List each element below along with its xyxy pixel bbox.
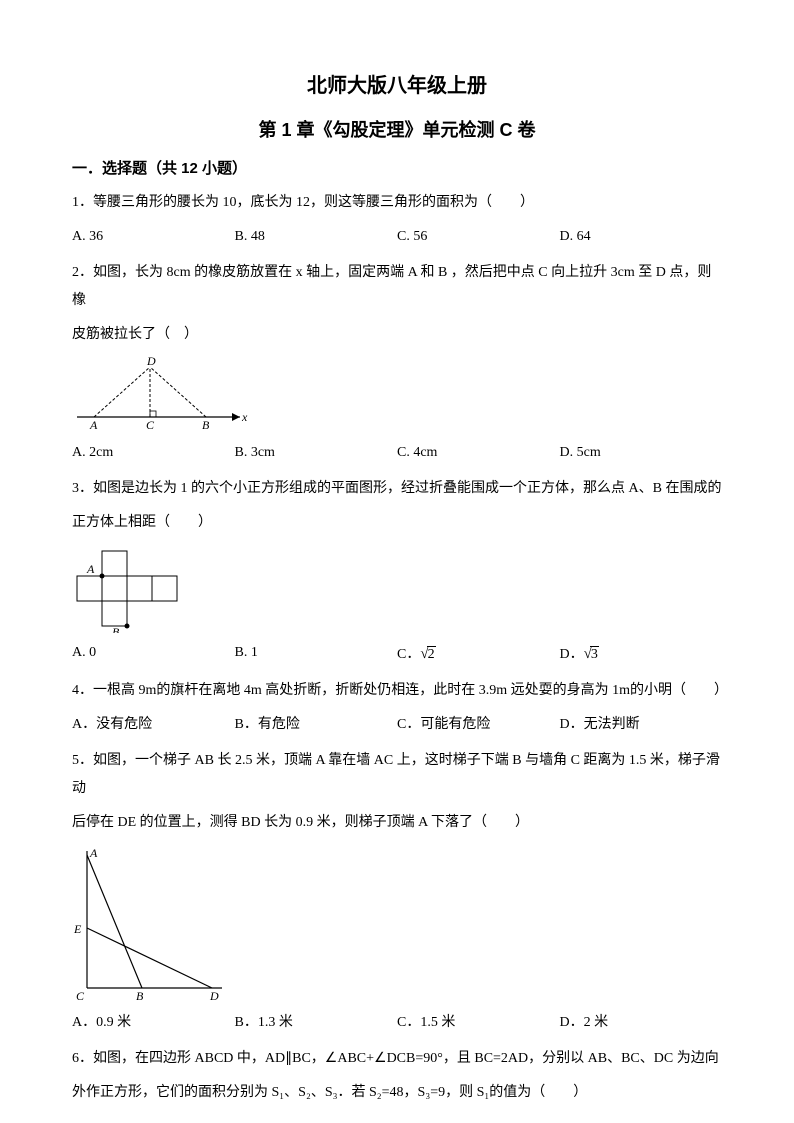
question-5-figure: A E C B D: [72, 843, 722, 1003]
option-a: A．没有危险: [72, 711, 235, 739]
option-b: B．1.3 米: [235, 1009, 398, 1037]
option-b: B. 3cm: [235, 439, 398, 467]
option-b: B．有危险: [235, 711, 398, 739]
svg-text:D: D: [209, 989, 219, 1003]
option-c-prefix: C．: [397, 647, 420, 662]
question-3-figure: A B: [72, 543, 722, 633]
svg-text:A: A: [89, 418, 98, 432]
svg-text:x: x: [241, 410, 248, 424]
option-c: C．1.5 米: [397, 1009, 560, 1037]
option-a: A．0.9 米: [72, 1009, 235, 1037]
question-4-options: A．没有危险 B．有危险 C．可能有危险 D．无法判断: [72, 711, 722, 739]
svg-text:B: B: [136, 989, 144, 1003]
question-6-line2: 外作正方形，它们的面积分别为 S₁、S₂、S₃．若 S₂=48，S₃=9，则 S…: [72, 1079, 722, 1107]
question-5-line1: 5．如图，一个梯子 AB 长 2.5 米，顶端 A 靠在墙 AC 上，这时梯子下…: [72, 747, 722, 803]
option-d: D．2 米: [560, 1009, 723, 1037]
svg-text:A: A: [86, 562, 95, 576]
question-1-options: A. 36 B. 48 C. 56 D. 64: [72, 223, 722, 251]
question-3-line2: 正方体上相距（ ）: [72, 509, 722, 537]
option-b: B. 48: [235, 223, 398, 251]
option-d: D．无法判断: [560, 711, 723, 739]
question-2-options: A. 2cm B. 3cm C. 4cm D. 5cm: [72, 439, 722, 467]
question-6-line1: 6．如图，在四边形 ABCD 中，AD∥BC，∠ABC+∠DCB=90°，且 B…: [72, 1045, 722, 1073]
option-a: A. 0: [72, 639, 235, 669]
svg-text:A: A: [89, 846, 98, 860]
option-c: C．可能有危险: [397, 711, 560, 739]
option-b: B. 1: [235, 639, 398, 669]
svg-text:C: C: [76, 989, 85, 1003]
question-1-text: 1．等腰三角形的腰长为 10，底长为 12，则这等腰三角形的面积为（ ）: [72, 189, 722, 217]
option-c: C. 4cm: [397, 439, 560, 467]
option-a: A. 36: [72, 223, 235, 251]
option-d-prefix: D．: [560, 647, 584, 662]
sqrt-arg: 2: [427, 646, 436, 662]
question-2-line1: 2．如图，长为 8cm 的橡皮筋放置在 x 轴上，固定两端 A 和 B ，然后把…: [72, 259, 722, 315]
section-header: 一．选择题（共 12 小题）: [72, 157, 722, 181]
option-c: C．√2: [397, 639, 560, 669]
question-3-options: A. 0 B. 1 C．√2 D．√3: [72, 639, 722, 669]
option-d: D．√3: [560, 639, 723, 669]
option-c: C. 56: [397, 223, 560, 251]
question-5-line2: 后停在 DE 的位置上，测得 BD 长为 0.9 米，则梯子顶端 A 下落了（ …: [72, 809, 722, 837]
svg-text:E: E: [73, 922, 82, 936]
main-title: 北师大版八年级上册: [72, 70, 722, 102]
sqrt-arg: 3: [590, 646, 599, 662]
question-2-line2: 皮筋被拉长了（ ）: [72, 321, 722, 349]
question-3-line1: 3．如图是边长为 1 的六个小正方形组成的平面图形，经过折叠能围成一个正方体，那…: [72, 475, 722, 503]
svg-text:C: C: [146, 418, 155, 432]
option-d: D. 64: [560, 223, 723, 251]
question-2-figure: D A C B x: [72, 355, 722, 433]
option-d: D. 5cm: [560, 439, 723, 467]
svg-text:B: B: [202, 418, 210, 432]
subtitle: 第 1 章《勾股定理》单元检测 C 卷: [72, 116, 722, 145]
question-4-text: 4．一根高 9m的旗杆在离地 4m 高处折断，折断处仍相连，此时在 3.9m 远…: [72, 677, 722, 705]
option-a: A. 2cm: [72, 439, 235, 467]
svg-text:D: D: [146, 355, 156, 368]
svg-text:B: B: [112, 625, 120, 633]
question-5-options: A．0.9 米 B．1.3 米 C．1.5 米 D．2 米: [72, 1009, 722, 1037]
